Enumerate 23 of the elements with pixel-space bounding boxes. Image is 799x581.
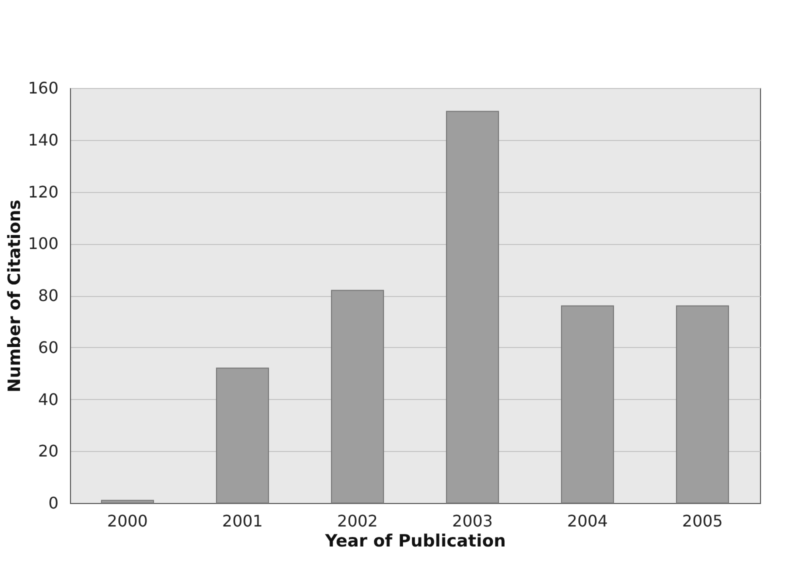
- x-tick-label: 2005: [682, 512, 723, 530]
- bar: [676, 305, 729, 504]
- y-tick-label: 160: [28, 78, 58, 98]
- x-tick-label: 2000: [107, 512, 148, 530]
- x-tick-label: 2001: [222, 512, 263, 530]
- y-tick-label: 0: [48, 494, 58, 512]
- y-tick-label: 80: [38, 286, 58, 305]
- bar: [101, 500, 154, 504]
- x-axis-title: Year of Publication: [324, 532, 506, 552]
- y-tick-label: 140: [28, 130, 58, 150]
- x-tick-label: 2002: [337, 512, 378, 530]
- y-axis-title: Number of Citations: [4, 200, 25, 392]
- y-tick-label: 20: [38, 442, 58, 461]
- bar: [446, 110, 499, 504]
- bar: [331, 290, 384, 504]
- bar: [561, 305, 614, 504]
- x-tick-label: 2003: [452, 512, 493, 530]
- y-tick-label: 60: [38, 338, 58, 357]
- y-tick-label: 100: [28, 234, 58, 254]
- y-tick-label: 40: [38, 390, 58, 409]
- x-tick-label: 2004: [567, 512, 608, 530]
- y-tick-label: 120: [28, 182, 58, 202]
- bar: [216, 368, 269, 504]
